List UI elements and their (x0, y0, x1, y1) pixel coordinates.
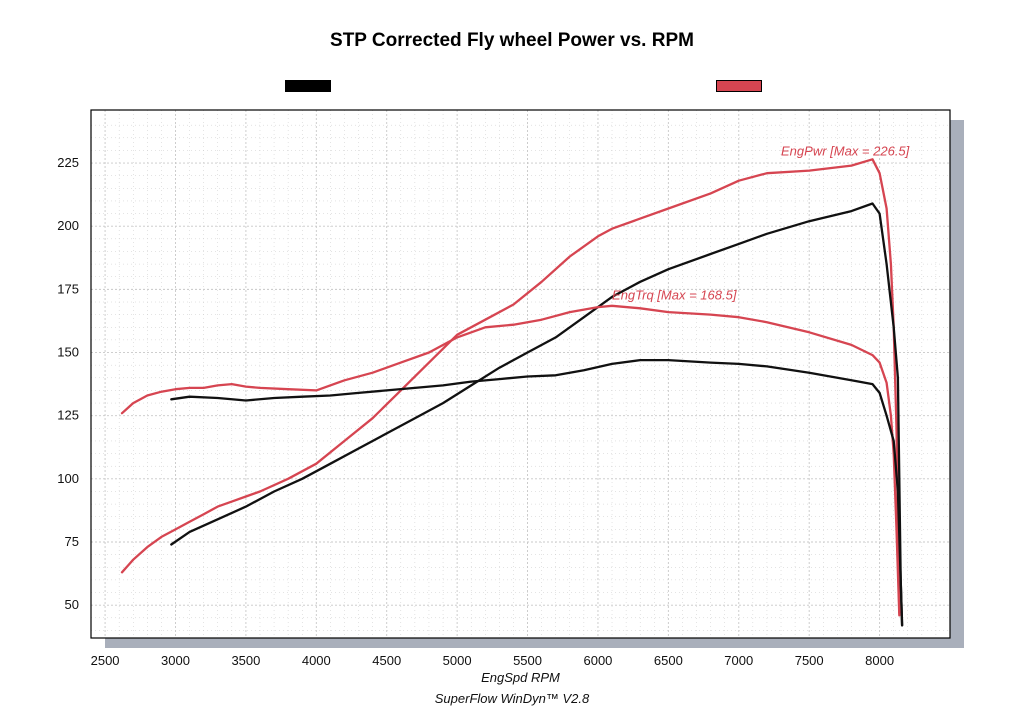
plot-frame (90, 109, 951, 639)
y-tick-label: 225 (57, 155, 79, 170)
x-tick-label: 5000 (443, 653, 472, 668)
y-tick-label: 50 (65, 597, 79, 612)
y-tick-label: 100 (57, 471, 79, 486)
annotation-label-2: EngTrq [Max = 168.5] (612, 287, 737, 302)
page-title: STP Corrected Fly wheel Power vs. RPM (330, 30, 694, 51)
y-tick-label: 200 (57, 218, 79, 233)
x-tick-label: 4000 (302, 653, 331, 668)
series-line-1 (120, 158, 901, 614)
legend-swatch-black (285, 80, 331, 92)
x-tick-label: 7000 (724, 653, 753, 668)
x-tick-label: 2500 (91, 653, 120, 668)
x-tick-label: 3500 (231, 653, 260, 668)
series-line-4 (170, 358, 904, 627)
x-tick-label: 6000 (583, 653, 612, 668)
series-line-3 (120, 304, 901, 617)
y-tick-label: 175 (57, 281, 79, 296)
y-tick-label: 125 (57, 408, 79, 423)
x-tick-label: 5500 (513, 653, 542, 668)
x-tick-label: 6500 (654, 653, 683, 668)
y-tick-label: 75 (65, 534, 79, 549)
x-tick-label: 7500 (795, 653, 824, 668)
y-tick-label: 150 (57, 345, 79, 360)
x-tick-label: 3000 (161, 653, 190, 668)
x-tick-label: 8000 (865, 653, 894, 668)
x-axis-label: EngSpd RPM (481, 670, 560, 685)
x-tick-label: 4500 (372, 653, 401, 668)
legend-swatch-red (716, 80, 762, 92)
footer-credit: SuperFlow WinDyn™ V2.8 (434, 691, 590, 706)
annotation-label-1: EngPwr [Max = 226.5] (781, 143, 910, 158)
series-line-2 (170, 202, 904, 627)
plot-area (91, 110, 950, 638)
